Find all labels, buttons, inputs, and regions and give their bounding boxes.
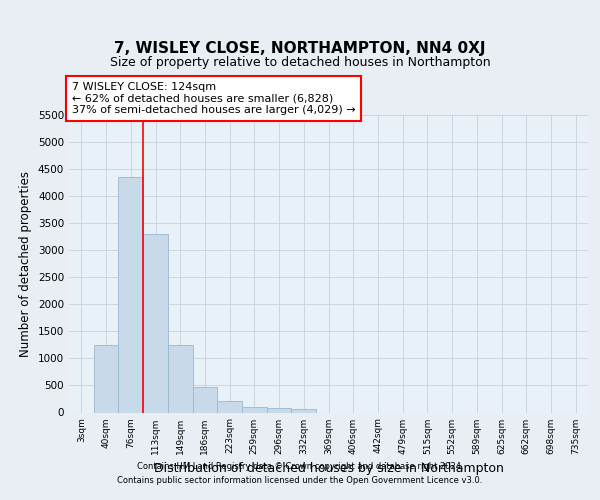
Bar: [143, 234, 168, 412]
Text: Contains HM Land Registry data © Crown copyright and database right 2024.: Contains HM Land Registry data © Crown c…: [137, 462, 463, 471]
Text: 7 WISLEY CLOSE: 124sqm
← 62% of detached houses are smaller (6,828)
37% of semi-: 7 WISLEY CLOSE: 124sqm ← 62% of detached…: [71, 82, 355, 115]
Text: 7, WISLEY CLOSE, NORTHAMPTON, NN4 0XJ: 7, WISLEY CLOSE, NORTHAMPTON, NN4 0XJ: [114, 41, 486, 56]
Text: Size of property relative to detached houses in Northampton: Size of property relative to detached ho…: [110, 56, 490, 69]
Y-axis label: Number of detached properties: Number of detached properties: [19, 171, 32, 357]
Bar: [267, 408, 292, 412]
Bar: [242, 407, 267, 412]
Bar: [217, 401, 242, 412]
Bar: [292, 410, 316, 412]
Bar: [168, 345, 193, 412]
X-axis label: Distribution of detached houses by size in Northampton: Distribution of detached houses by size …: [154, 462, 503, 475]
Text: Contains public sector information licensed under the Open Government Licence v3: Contains public sector information licen…: [118, 476, 482, 485]
Bar: [118, 177, 143, 412]
Bar: [193, 386, 217, 412]
Bar: [94, 345, 118, 412]
